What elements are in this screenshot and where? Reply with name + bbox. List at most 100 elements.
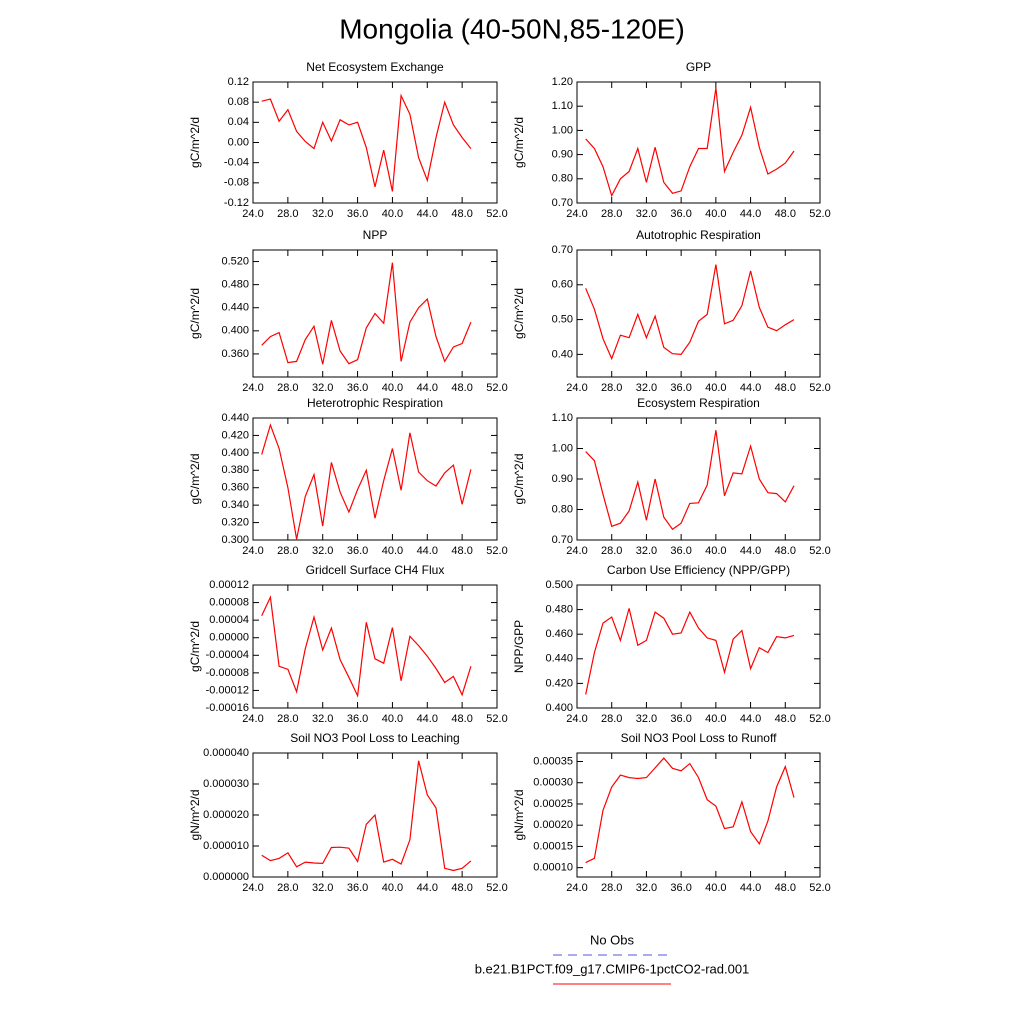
x-tick-label: 24.0 — [566, 545, 587, 557]
y-tick-label: 0.480 — [221, 279, 249, 291]
data-line — [261, 760, 472, 872]
y-tick-label: 0.00008 — [209, 596, 249, 608]
x-tick-label: 52.0 — [486, 382, 507, 394]
plot-frame — [576, 417, 821, 541]
y-tick-label: 0.520 — [221, 255, 249, 267]
x-tick-label: 36.0 — [347, 545, 368, 557]
plot-frame — [576, 584, 821, 709]
x-tick-label: 36.0 — [347, 382, 368, 394]
x-tick-label: 40.0 — [705, 382, 726, 394]
data-line — [585, 608, 795, 695]
x-tick-label: 48.0 — [451, 208, 472, 220]
y-tick-label: -0.04 — [224, 157, 249, 169]
x-tick-label: 28.0 — [601, 545, 622, 557]
y-tick-label: 0.80 — [552, 503, 573, 515]
y-tick-label: 0.460 — [545, 628, 573, 640]
y-tick-label: 0.80 — [552, 173, 573, 185]
x-tick-label: 32.0 — [312, 208, 333, 220]
y-tick-label: 0.400 — [221, 447, 249, 459]
plot-frame — [252, 249, 498, 378]
x-tick-label: 48.0 — [775, 882, 796, 894]
y-tick-label: 0.00020 — [533, 819, 573, 831]
y-tick-label: 0.400 — [545, 702, 573, 714]
data-line — [585, 87, 795, 198]
y-tick-label: 0.000040 — [203, 747, 249, 759]
x-tick-label: 52.0 — [809, 545, 830, 557]
x-tick-label: 24.0 — [566, 208, 587, 220]
x-tick-label: 40.0 — [705, 545, 726, 557]
x-tick-label: 28.0 — [277, 545, 298, 557]
y-tick-label: 0.500 — [545, 579, 573, 591]
y-tick-label: 0.00015 — [533, 840, 573, 852]
x-tick-label: 32.0 — [312, 382, 333, 394]
panel-title: Soil NO3 Pool Loss to Runoff — [621, 731, 778, 745]
x-tick-label: 28.0 — [601, 713, 622, 725]
panel-title: Heterotrophic Respiration — [307, 396, 443, 410]
x-tick-label: 40.0 — [705, 208, 726, 220]
x-tick-label: 52.0 — [486, 882, 507, 894]
x-tick-label: 32.0 — [636, 713, 657, 725]
y-axis-label: NPP/GPP — [512, 620, 526, 673]
y-tick-label: 0.00000 — [209, 632, 249, 644]
x-tick-label: 28.0 — [601, 382, 622, 394]
panel-title: Gridcell Surface CH4 Flux — [306, 563, 445, 577]
x-tick-label: 48.0 — [775, 713, 796, 725]
x-tick-label: 40.0 — [382, 382, 403, 394]
panel-title: NPP — [363, 228, 388, 242]
x-tick-label: 36.0 — [670, 882, 691, 894]
data-line — [261, 595, 472, 698]
x-tick-label: 36.0 — [670, 545, 691, 557]
x-tick-label: 52.0 — [486, 545, 507, 557]
x-tick-label: 44.0 — [417, 713, 438, 725]
panel-title: Soil NO3 Pool Loss to Leaching — [290, 731, 459, 745]
x-tick-label: 32.0 — [636, 382, 657, 394]
x-tick-label: 32.0 — [312, 713, 333, 725]
x-tick-label: 48.0 — [775, 208, 796, 220]
x-tick-label: 48.0 — [775, 545, 796, 557]
y-tick-label: 1.00 — [552, 124, 573, 136]
y-tick-label: 0.400 — [221, 325, 249, 337]
x-tick-label: 36.0 — [670, 713, 691, 725]
x-tick-label: 44.0 — [740, 382, 761, 394]
y-tick-label: 0.380 — [221, 464, 249, 476]
x-tick-label: 44.0 — [740, 208, 761, 220]
x-tick-label: 44.0 — [417, 208, 438, 220]
y-tick-label: 1.10 — [552, 100, 573, 112]
x-tick-label: 24.0 — [566, 882, 587, 894]
x-tick-label: 32.0 — [636, 208, 657, 220]
legend-label: b.e21.B1PCT.f09_g17.CMIP6-1pctCO2-rad.00… — [475, 961, 750, 976]
data-line — [261, 423, 472, 540]
x-tick-label: 36.0 — [347, 208, 368, 220]
y-tick-label: -0.12 — [224, 197, 249, 209]
y-tick-label: 0.480 — [545, 604, 573, 616]
y-tick-label: 0.00 — [228, 136, 249, 148]
x-tick-label: 44.0 — [417, 382, 438, 394]
x-tick-label: 48.0 — [451, 713, 472, 725]
panel-title: Ecosystem Respiration — [637, 396, 760, 410]
x-tick-label: 52.0 — [809, 882, 830, 894]
x-tick-label: 32.0 — [636, 545, 657, 557]
x-tick-label: 40.0 — [382, 713, 403, 725]
y-tick-label: 0.000000 — [203, 871, 249, 883]
y-tick-label: 0.300 — [221, 534, 249, 546]
plot-frame — [576, 249, 821, 378]
x-tick-label: 48.0 — [451, 382, 472, 394]
y-axis-label: gC/m^2/d — [188, 621, 202, 672]
y-tick-label: 0.360 — [221, 348, 249, 360]
y-tick-label: 0.60 — [552, 279, 573, 291]
x-tick-label: 32.0 — [312, 882, 333, 894]
y-axis-label: gN/m^2/d — [188, 790, 202, 841]
y-tick-label: 0.00012 — [209, 579, 249, 591]
data-line — [261, 262, 472, 365]
x-tick-label: 24.0 — [242, 208, 263, 220]
y-tick-label: 0.420 — [545, 677, 573, 689]
y-tick-label: 0.00004 — [209, 614, 249, 626]
x-tick-label: 28.0 — [277, 382, 298, 394]
x-tick-label: 28.0 — [601, 208, 622, 220]
x-tick-label: 36.0 — [347, 882, 368, 894]
x-tick-label: 36.0 — [670, 382, 691, 394]
y-axis-label: gC/m^2/d — [188, 117, 202, 168]
y-tick-label: 0.000020 — [203, 809, 249, 821]
y-tick-label: 0.00010 — [533, 862, 573, 874]
